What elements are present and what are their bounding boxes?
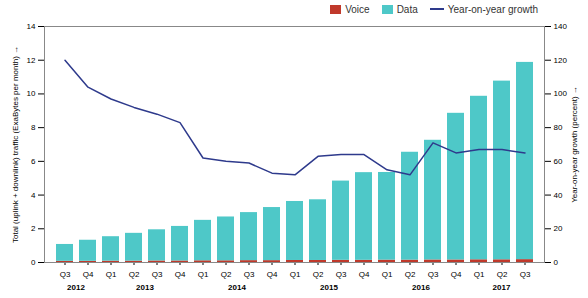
svg-text:Q3: Q3	[152, 270, 163, 279]
svg-text:Q1: Q1	[290, 270, 301, 279]
svg-text:14: 14	[27, 22, 36, 31]
svg-text:Q3: Q3	[244, 270, 255, 279]
svg-text:2015: 2015	[320, 283, 338, 292]
html-text:Year-on-year growth: Year-on-year growth	[447, 3, 538, 15]
svg-text:Q4: Q4	[83, 270, 94, 279]
svg-text:2016: 2016	[412, 283, 430, 292]
svg-text:20: 20	[554, 224, 563, 233]
svg-text:Q1: Q1	[198, 270, 209, 279]
svg-text:60: 60	[554, 157, 563, 166]
svg-text:Q3: Q3	[60, 270, 71, 279]
svg-text:Q4: Q4	[359, 270, 370, 279]
svg-text:Total (uplink + downlink) traf: Total (uplink + downlink) traffic (ExaBy…	[11, 46, 20, 243]
svg-text:Q2: Q2	[129, 270, 140, 279]
svg-text:2017: 2017	[493, 283, 511, 292]
svg-text:140: 140	[554, 22, 568, 31]
svg-text:6: 6	[31, 157, 36, 166]
svg-text:Q2: Q2	[497, 270, 508, 279]
svg-text:2: 2	[31, 224, 36, 233]
svg-text:Q2: Q2	[405, 270, 416, 279]
svg-text:Q4: Q4	[175, 270, 186, 279]
svg-text:0: 0	[554, 258, 559, 267]
svg-text:40: 40	[554, 191, 563, 200]
svg-text:10: 10	[27, 89, 36, 98]
svg-text:Q1: Q1	[382, 270, 393, 279]
svg-text:Q4: Q4	[267, 270, 278, 279]
svg-text:Q4: Q4	[451, 270, 462, 279]
svg-text:Year-on-year growth (percent): Year-on-year growth (percent) →	[570, 86, 579, 203]
html-text:Data: Data	[396, 3, 418, 15]
svg-text:Q1: Q1	[106, 270, 117, 279]
svg-text:100: 100	[554, 89, 568, 98]
svg-text:Q1: Q1	[474, 270, 485, 279]
svg-text:Q2: Q2	[221, 270, 232, 279]
svg-text:Q2: Q2	[313, 270, 324, 279]
svg-text:Q3: Q3	[336, 270, 347, 279]
svg-text:2013: 2013	[136, 283, 154, 292]
svg-text:0: 0	[31, 258, 36, 267]
html-text:Voice: Voice	[345, 3, 370, 15]
svg-text:4: 4	[31, 191, 36, 200]
svg-text:Q3: Q3	[520, 270, 531, 279]
svg-text:80: 80	[554, 123, 563, 132]
svg-text:2014: 2014	[228, 283, 246, 292]
svg-text:Q3: Q3	[428, 270, 439, 279]
svg-text:2012: 2012	[67, 283, 85, 292]
svg-text:120: 120	[554, 56, 568, 65]
svg-text:8: 8	[31, 123, 36, 132]
svg-text:12: 12	[27, 56, 36, 65]
